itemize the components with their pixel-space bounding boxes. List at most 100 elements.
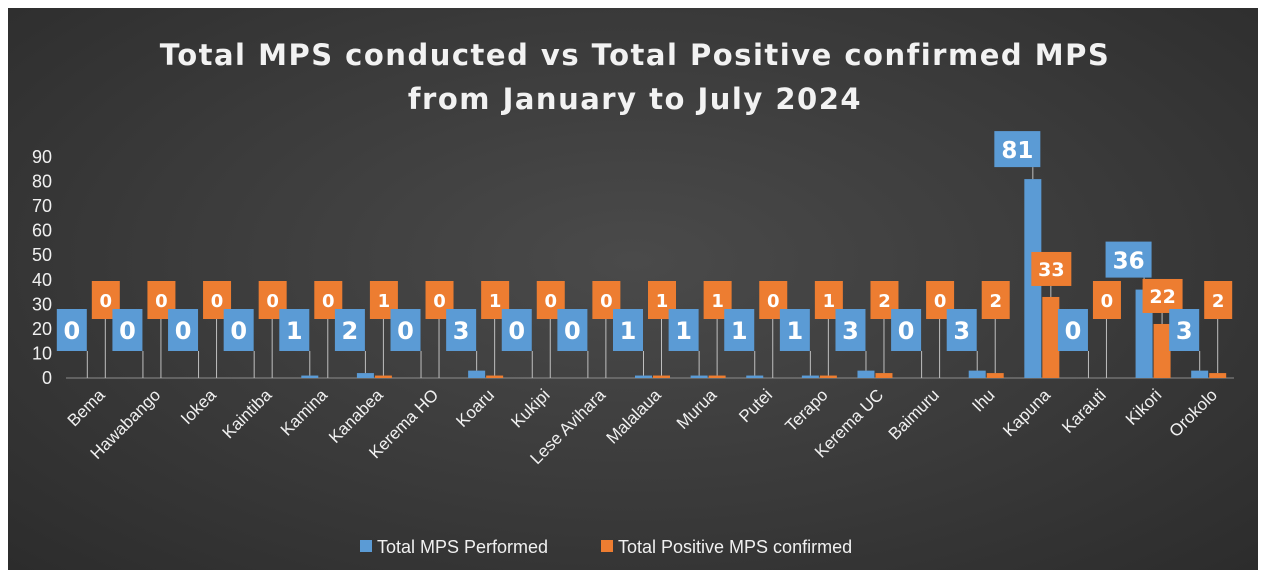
bar-performed	[468, 370, 486, 378]
data-label-box-performed	[112, 309, 143, 351]
data-label-performed: 3	[453, 317, 470, 345]
data-label-confirmed: 22	[1149, 286, 1175, 308]
bar-confirmed	[1153, 323, 1171, 378]
x-tick-label: Malalaua	[603, 385, 666, 448]
data-label-confirmed: 1	[711, 291, 724, 312]
x-tick-label: Terapo	[781, 385, 831, 435]
data-label-performed: 36	[1113, 249, 1145, 275]
data-label-confirmed: 0	[155, 291, 168, 312]
x-tick-label: Orokolo	[1165, 385, 1221, 441]
x-tick-label: Kapuna	[999, 385, 1054, 440]
data-label-box-performed	[223, 309, 254, 351]
y-axis: 0 10 20 30 40 50 60 70 80 90	[32, 147, 52, 388]
x-tick-label: Kikori	[1122, 385, 1165, 428]
data-label-box-confirmed	[1092, 281, 1121, 319]
data-label-box-performed	[724, 309, 755, 351]
bar-confirmed	[374, 375, 392, 378]
data-label-box-performed	[501, 309, 532, 351]
chart-svg: Total MPS conducted vs Total Positive co…	[32, 38, 1234, 557]
data-label-box-performed	[835, 309, 866, 351]
data-label-box-confirmed	[981, 281, 1010, 319]
data-label-box-performed	[1105, 241, 1152, 278]
data-label-box-performed	[56, 309, 87, 351]
data-labels: 0000000010210031000011111011320032813300…	[56, 131, 1233, 378]
data-label-box-performed	[779, 309, 810, 351]
data-label-confirmed: 0	[1101, 291, 1114, 312]
x-tick-label: Murua	[673, 385, 721, 433]
data-label-performed: 0	[175, 317, 192, 345]
x-tick-label: Kaintiba	[219, 385, 276, 442]
y-tick-label: 30	[32, 294, 52, 314]
data-label-confirmed: 0	[100, 291, 113, 312]
y-tick-label: 40	[32, 270, 52, 290]
y-tick-label: 80	[32, 172, 52, 192]
data-label-confirmed: 0	[544, 291, 557, 312]
bar-confirmed	[1042, 296, 1060, 378]
data-label-box-performed	[279, 309, 310, 351]
y-tick-label: 10	[32, 343, 52, 363]
data-label-confirmed: 2	[989, 291, 1002, 312]
data-label-performed: 0	[397, 317, 414, 345]
bar-performed	[690, 375, 708, 378]
y-tick-label: 70	[32, 196, 52, 216]
data-label-confirmed: 1	[656, 291, 669, 312]
data-label-box-performed	[390, 309, 421, 351]
y-tick-label: 0	[42, 368, 52, 388]
data-label-performed: 1	[286, 317, 303, 345]
bar-confirmed	[875, 373, 893, 378]
bar-confirmed	[819, 375, 837, 378]
data-label-performed: 3	[953, 317, 970, 345]
x-tick-label: Kukipi	[507, 385, 553, 431]
y-tick-label: 20	[32, 319, 52, 339]
bar-confirmed	[653, 375, 670, 378]
x-tick-label: Putei	[735, 385, 776, 426]
data-label-confirmed: 0	[266, 291, 279, 312]
data-label-performed: 0	[1065, 317, 1082, 345]
data-label-performed: 81	[1001, 138, 1033, 164]
data-label-confirmed: 0	[322, 291, 335, 312]
chart-subtitle: from January to July 2024	[408, 82, 862, 116]
data-label-box-performed	[557, 309, 588, 351]
bar-performed	[1191, 370, 1209, 378]
legend-label-performed: Total MPS Performed	[377, 537, 548, 557]
data-label-box-confirmed	[1031, 251, 1072, 286]
data-label-confirmed: 0	[600, 291, 613, 312]
data-label-confirmed: 1	[823, 291, 836, 312]
data-label-confirmed: 0	[934, 291, 947, 312]
data-label-performed: 0	[898, 317, 915, 345]
data-label-performed: 3	[842, 317, 859, 345]
x-tick-label: Baimuru	[885, 385, 943, 443]
bar-performed	[857, 370, 875, 378]
data-label-box-performed	[994, 131, 1041, 168]
data-label-performed: 3	[1176, 317, 1193, 345]
data-label-box-performed	[1169, 309, 1200, 351]
bar-performed	[968, 370, 986, 378]
data-label-box-performed	[891, 309, 922, 351]
chart-title: Total MPS conducted vs Total Positive co…	[160, 38, 1110, 72]
data-label-performed: 0	[119, 317, 136, 345]
bar-performed	[356, 373, 374, 378]
bar-confirmed	[486, 375, 504, 378]
data-label-confirmed: 0	[211, 291, 224, 312]
data-label-box-performed	[168, 309, 199, 351]
data-label-performed: 0	[230, 317, 247, 345]
bar-confirmed	[1209, 373, 1227, 378]
data-label-performed: 0	[564, 317, 581, 345]
y-tick-label: 90	[32, 147, 52, 167]
data-label-confirmed: 1	[378, 291, 391, 312]
data-label-box-performed	[446, 309, 477, 351]
x-tick-label: Karauti	[1058, 385, 1110, 437]
bar-performed	[801, 375, 819, 378]
data-label-performed: 2	[342, 317, 359, 345]
data-label-performed: 0	[508, 317, 525, 345]
legend-label-confirmed: Total Positive MPS confirmed	[618, 537, 852, 557]
data-label-box-confirmed	[1204, 281, 1233, 319]
data-label-confirmed: 2	[1212, 291, 1225, 312]
data-label-performed: 1	[787, 317, 804, 345]
legend: Total MPS Performed Total Positive MPS co…	[360, 537, 852, 557]
y-tick-label: 60	[32, 221, 52, 241]
data-label-confirmed: 2	[878, 291, 891, 312]
data-label-confirmed: 0	[767, 291, 780, 312]
bar-performed	[746, 375, 764, 378]
